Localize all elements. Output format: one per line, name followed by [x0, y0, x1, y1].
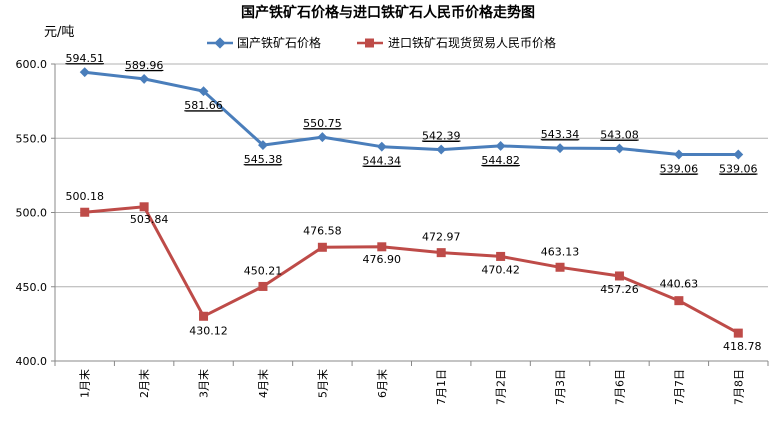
y-tick-label: 550.0	[16, 132, 48, 145]
data-point	[674, 296, 684, 306]
legend-marker-import	[365, 38, 374, 48]
data-label: 450.21	[244, 264, 283, 277]
x-tick-label: 7月6日	[613, 369, 626, 405]
y-tick-label: 500.0	[16, 207, 48, 220]
data-label: 581.66	[184, 99, 223, 112]
data-point	[139, 202, 149, 212]
data-label: 440.63	[660, 278, 699, 291]
x-tick-label: 7月2日	[495, 369, 508, 405]
x-tick-label: 7月8日	[732, 369, 745, 405]
data-label: 550.75	[303, 117, 342, 130]
x-tick-label: 2月末	[137, 369, 151, 398]
data-point	[317, 132, 328, 143]
data-point	[555, 262, 565, 272]
data-point	[139, 73, 150, 84]
x-tick-label: 3月末	[197, 369, 211, 398]
y-tick-label: 450.0	[16, 281, 48, 294]
data-label: 418.78	[723, 340, 762, 353]
x-tick-label: 7月3日	[554, 369, 567, 405]
data-point	[377, 242, 387, 252]
data-label: 544.82	[481, 154, 520, 167]
data-point	[555, 143, 565, 154]
legend-item-domestic: 国产铁矿石价格	[207, 35, 321, 50]
data-point	[258, 281, 268, 291]
data-label: 539.06	[719, 162, 758, 175]
legend: 国产铁矿石价格 进口铁矿石现货贸易人民币价格	[207, 35, 556, 50]
data-label: 470.42	[481, 263, 520, 276]
data-point	[317, 242, 327, 252]
x-tick-label: 7月1日	[435, 369, 448, 405]
legend-item-import: 进口铁矿石现货贸易人民币价格	[357, 35, 556, 50]
x-tick-label: 6月末	[375, 369, 389, 398]
data-label: 539.06	[660, 162, 699, 175]
data-label: 476.58	[303, 224, 342, 237]
data-point	[436, 248, 446, 258]
data-label: 463.13	[541, 245, 580, 258]
data-point	[198, 86, 209, 97]
data-point	[614, 143, 625, 154]
data-label: 457.26	[600, 283, 639, 296]
chart-title: 国产铁矿石价格与进口铁矿石人民币价格走势图	[241, 4, 535, 21]
data-point	[614, 271, 624, 281]
series	[79, 67, 744, 338]
x-tick-label: 7月7日	[673, 369, 686, 405]
data-label: 472.97	[422, 231, 461, 244]
series-line-1	[84, 205, 740, 335]
data-point	[199, 311, 209, 321]
data-label: 543.34	[541, 128, 580, 141]
gridlines	[55, 63, 768, 288]
data-label: 503.84	[130, 213, 169, 226]
data-point	[258, 140, 268, 151]
x-tick-label: 1月末	[78, 369, 92, 398]
data-label: 544.34	[363, 155, 402, 168]
legend-label-domestic: 国产铁矿石价格	[237, 35, 321, 50]
data-labels: 594.51 589.96 581.66 545.38 550.75 544.34 542.…	[65, 52, 761, 353]
data-point	[376, 141, 387, 152]
data-point	[673, 149, 684, 160]
data-label: 545.38	[244, 153, 283, 166]
data-label: 430.12	[189, 324, 228, 337]
x-tick-label: 5月末	[315, 369, 329, 398]
y-tick-label: 400.0	[16, 355, 48, 368]
data-point	[495, 140, 506, 151]
y-tick-label: 600.0	[16, 58, 48, 71]
series-line-0	[84, 70, 739, 156]
legend-label-import: 进口铁矿石现货贸易人民币价格	[388, 35, 556, 50]
data-label: 476.90	[363, 253, 402, 266]
y-axis-label: 元/吨	[44, 25, 74, 40]
data-point	[733, 328, 743, 338]
data-point	[80, 207, 90, 217]
data-label: 542.39	[422, 130, 461, 143]
legend-marker-domestic	[214, 37, 226, 49]
data-label: 543.08	[600, 129, 639, 142]
data-point	[436, 144, 447, 155]
data-label: 500.18	[65, 190, 104, 203]
data-label: 589.96	[125, 59, 164, 72]
data-point	[733, 149, 744, 160]
data-point	[79, 67, 90, 78]
axes: 400.0 450.0 500.0 550.0 600.0 1月末 2月末 3月末 4月末 5月末…	[16, 58, 769, 405]
data-label: 594.51	[65, 52, 104, 65]
data-point	[496, 251, 506, 261]
x-tick-label: 4月末	[256, 369, 270, 398]
